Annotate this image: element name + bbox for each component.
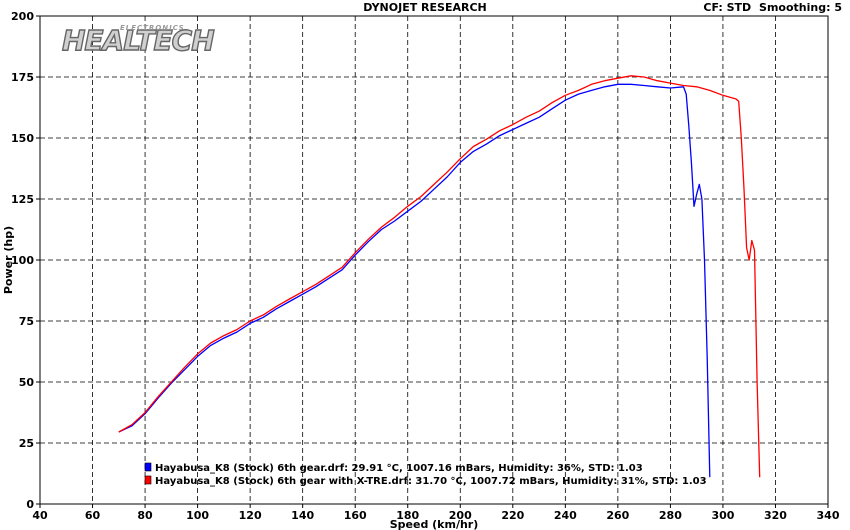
legend: Hayabusa_K8 (Stock) 6th gear.drf: 29.91 … xyxy=(144,462,707,487)
x-tick-label: 240 xyxy=(554,509,577,522)
x-tick-label: 160 xyxy=(344,509,367,522)
y-tick-label: 0 xyxy=(26,498,34,511)
logo-sub-text: ELECTRONICS xyxy=(120,24,185,32)
x-tick-label: 180 xyxy=(396,509,419,522)
logo-main-text: HEALTECH xyxy=(62,24,214,57)
x-tick-labels: 40 60 80 100 120 140 160 180 200 220 240 260 280 300 3… xyxy=(32,504,840,522)
x-tick-label: 280 xyxy=(659,509,682,522)
y-tick-label: 200 xyxy=(11,10,34,23)
legend-entry-xtre: Hayabusa_K8 (Stock) 6th gear with X-TRE.… xyxy=(155,476,707,487)
x-tick-label: 140 xyxy=(291,509,314,522)
series-line-stock xyxy=(118,83,711,478)
x-tick-label: 300 xyxy=(711,509,734,522)
x-tick-label: 220 xyxy=(501,509,524,522)
x-tick-label: 260 xyxy=(606,509,629,522)
cf-label: CF: STD xyxy=(703,1,752,14)
x-tick-label: 80 xyxy=(137,509,153,522)
y-axis-label: Power (hp) xyxy=(2,226,15,294)
x-tick-label: 60 xyxy=(85,509,101,522)
y-tick-label: 175 xyxy=(11,71,34,84)
chart-title: DYNOJET RESEARCH xyxy=(363,1,487,14)
legend-swatch-stock xyxy=(144,462,152,472)
chart-settings: CF: STD Smoothing: 5 xyxy=(699,1,842,14)
x-tick-label: 200 xyxy=(449,509,472,522)
series-line-xtre xyxy=(118,75,761,478)
y-tick-label: 50 xyxy=(19,376,35,389)
series-lines xyxy=(118,75,761,478)
x-tick-label: 40 xyxy=(32,509,48,522)
y-tick-label: 100 xyxy=(11,254,34,267)
y-tick-label: 125 xyxy=(11,193,34,206)
grid-lines xyxy=(40,16,828,504)
legend-swatch-xtre xyxy=(144,475,152,485)
x-tick-label: 340 xyxy=(817,509,840,522)
x-tick-label: 100 xyxy=(186,509,209,522)
legend-entry-stock: Hayabusa_K8 (Stock) 6th gear.drf: 29.91 … xyxy=(155,463,643,474)
y-tick-label: 25 xyxy=(19,437,34,450)
y-tick-label: 150 xyxy=(11,132,34,145)
x-tick-label: 120 xyxy=(239,509,262,522)
healtech-logo: HEALTECH ELECTRONICS xyxy=(61,23,216,57)
y-tick-label: 75 xyxy=(19,315,34,328)
y-tick-labels: 0 25 50 75 100 125 150 175 200 xyxy=(11,10,40,511)
smoothing-label: Smoothing: 5 xyxy=(759,1,842,14)
x-axis-label: Speed (km/hr) xyxy=(390,518,479,530)
x-tick-label: 320 xyxy=(764,509,787,522)
